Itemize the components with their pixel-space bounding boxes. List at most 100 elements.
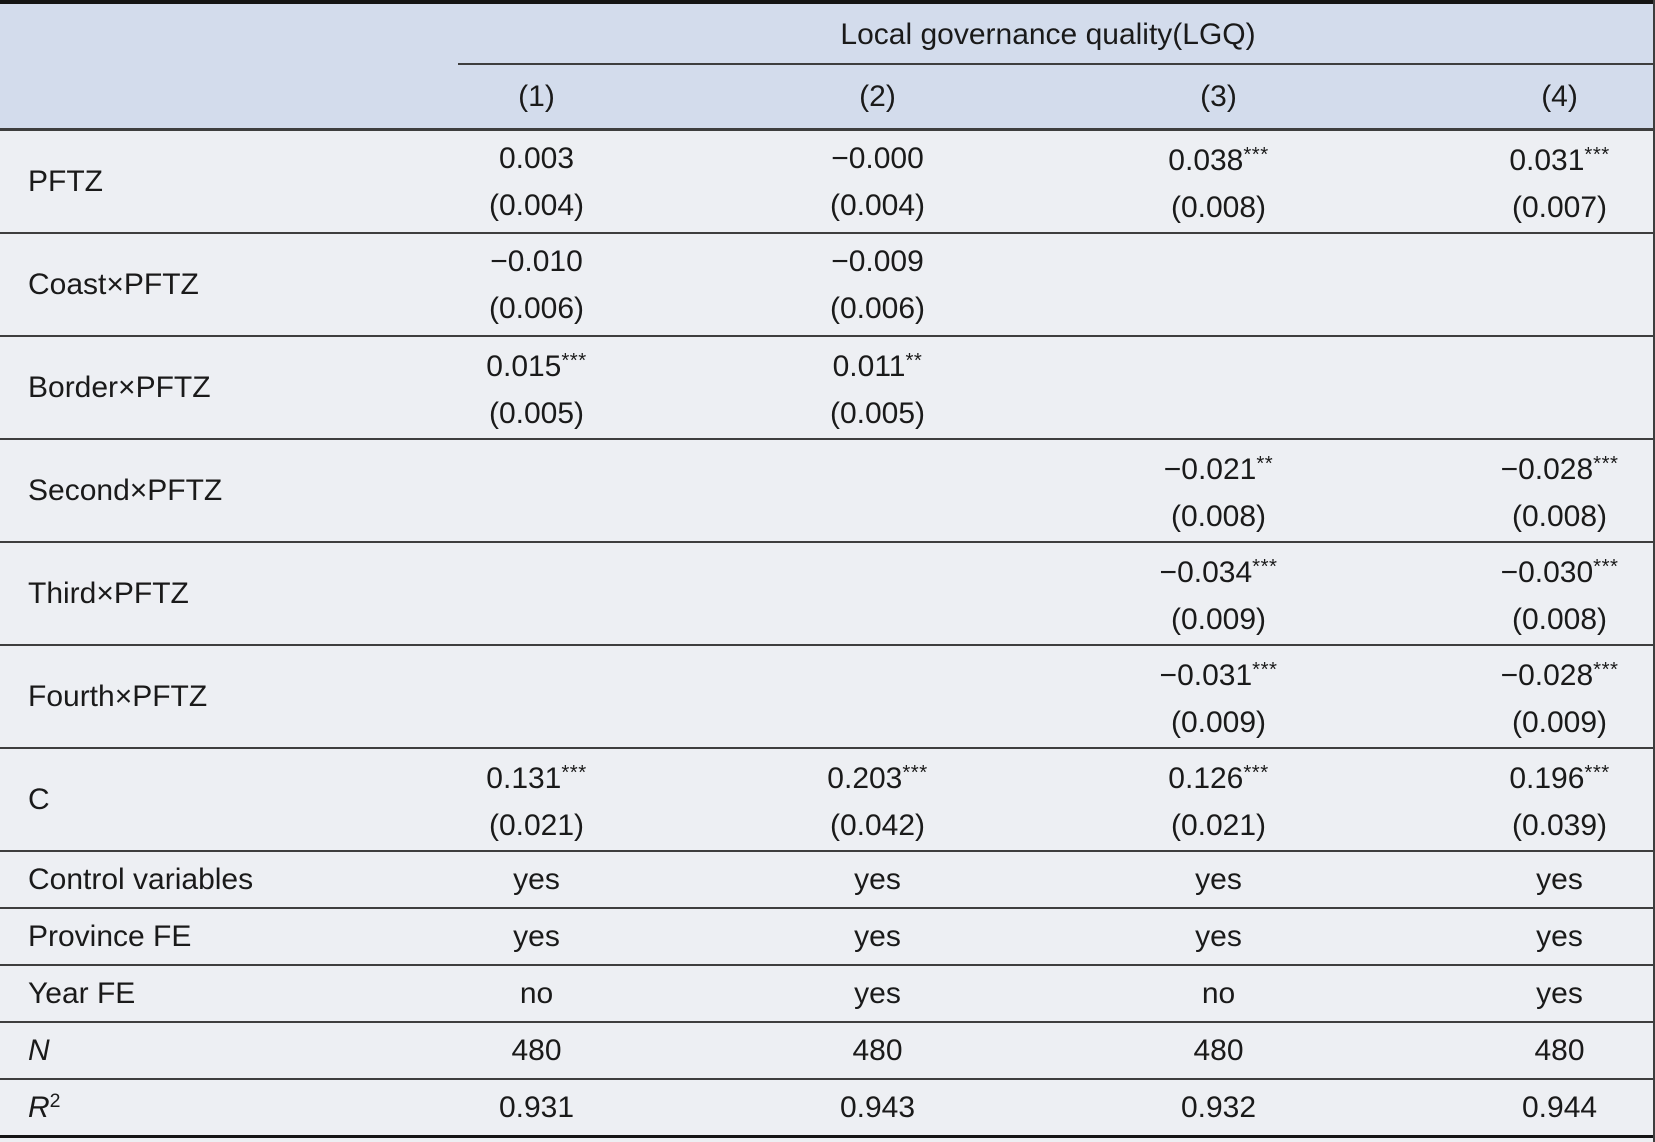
info-cell: 480 bbox=[1389, 1022, 1655, 1080]
std-error: (0.039) bbox=[1511, 809, 1608, 843]
coef-cell: 0.031*** (0.007) bbox=[1389, 129, 1655, 234]
coef-cell bbox=[707, 645, 1048, 749]
info-cell: yes bbox=[1389, 965, 1655, 1023]
significance-stars: ** bbox=[1256, 452, 1274, 475]
info-row: N 480 480 480 480 bbox=[0, 1022, 1655, 1080]
coef-cell bbox=[1389, 233, 1655, 337]
significance-stars: *** bbox=[561, 761, 587, 784]
estimate: 0.126*** bbox=[1168, 761, 1269, 796]
coef-cell bbox=[366, 542, 707, 646]
std-error: (0.009) bbox=[1170, 603, 1267, 637]
significance-stars: ** bbox=[905, 349, 923, 372]
info-row: R2 0.931 0.943 0.932 0.944 bbox=[0, 1079, 1655, 1137]
column-header-2: (2) bbox=[707, 65, 1048, 131]
corner-cell bbox=[0, 2, 366, 65]
row-label: Province FE bbox=[0, 908, 366, 966]
estimate: 0.131*** bbox=[486, 761, 587, 796]
significance-stars: *** bbox=[1584, 143, 1610, 166]
row-label-superscript: 2 bbox=[49, 1090, 61, 1113]
significance-stars: *** bbox=[1593, 452, 1619, 475]
column-header-1: (1) bbox=[366, 65, 707, 131]
std-error: (0.008) bbox=[1170, 191, 1267, 225]
coef-cell: −0.031*** (0.009) bbox=[1048, 645, 1389, 749]
coef-cell bbox=[707, 439, 1048, 543]
std-error: (0.008) bbox=[1511, 603, 1608, 637]
group-header-cell: Local governance quality(LGQ) bbox=[366, 2, 1655, 65]
std-error: (0.042) bbox=[829, 809, 926, 843]
row-label-text: Control variables bbox=[28, 862, 254, 896]
info-row: Province FE yes yes yes yes bbox=[0, 908, 1655, 966]
info-row: Year FE no yes no yes bbox=[0, 965, 1655, 1023]
significance-stars: *** bbox=[561, 349, 587, 372]
coef-cell: −0.028*** (0.008) bbox=[1389, 439, 1655, 543]
coef-cell bbox=[707, 542, 1048, 646]
significance-stars: *** bbox=[1584, 761, 1610, 784]
estimate: −0.021** bbox=[1163, 452, 1274, 487]
estimate: −0.030*** bbox=[1500, 555, 1619, 590]
coef-row: Second×PFTZ −0.021** (0.008) −0.028*** (0.00… bbox=[0, 439, 1655, 543]
coef-row: C 0.131*** (0.021) 0.203*** (0.042) 0.126*** (… bbox=[0, 748, 1655, 852]
std-error: (0.008) bbox=[1170, 500, 1267, 534]
std-error: (0.008) bbox=[1511, 500, 1608, 534]
coef-cell: −0.030*** (0.008) bbox=[1389, 542, 1655, 646]
row-label-text: R bbox=[28, 1090, 50, 1124]
estimate: −0.000 bbox=[831, 141, 924, 175]
estimate: 0.203*** bbox=[827, 761, 928, 796]
estimate: 0.196*** bbox=[1509, 761, 1610, 796]
estimate: 0.015*** bbox=[486, 349, 587, 384]
coef-row: Border×PFTZ 0.015*** (0.005) 0.011** (0.005) bbox=[0, 336, 1655, 440]
row-label: C bbox=[0, 748, 366, 852]
row-label: Fourth×PFTZ bbox=[0, 645, 366, 749]
coef-cell: 0.131*** (0.021) bbox=[366, 748, 707, 852]
coef-cell: −0.000 (0.004) bbox=[707, 129, 1048, 234]
std-error: (0.005) bbox=[829, 397, 926, 431]
info-cell: 480 bbox=[1048, 1022, 1389, 1080]
estimate: −0.010 bbox=[490, 244, 583, 278]
std-error: (0.021) bbox=[1170, 809, 1267, 843]
significance-stars: *** bbox=[1593, 658, 1619, 681]
info-cell: yes bbox=[707, 965, 1048, 1023]
significance-stars: *** bbox=[1243, 761, 1269, 784]
column-header-4: (4) bbox=[1389, 65, 1655, 131]
std-error: (0.009) bbox=[1511, 706, 1608, 740]
row-label-text: Year FE bbox=[28, 976, 136, 1010]
coef-cell: 0.126*** (0.021) bbox=[1048, 748, 1389, 852]
estimate: 0.011** bbox=[832, 349, 923, 384]
corner-cell-2 bbox=[0, 65, 366, 131]
std-error: (0.009) bbox=[1170, 706, 1267, 740]
significance-stars: *** bbox=[902, 761, 928, 784]
significance-stars: *** bbox=[1252, 658, 1278, 681]
estimate: −0.034*** bbox=[1159, 555, 1278, 590]
coef-cell: 0.203*** (0.042) bbox=[707, 748, 1048, 852]
row-label: R2 bbox=[0, 1079, 366, 1137]
info-cell: 0.932 bbox=[1048, 1079, 1389, 1137]
estimate: −0.009 bbox=[831, 244, 924, 278]
significance-stars: *** bbox=[1593, 555, 1619, 578]
row-label: N bbox=[0, 1022, 366, 1080]
info-cell: 0.943 bbox=[707, 1079, 1048, 1137]
coef-cell bbox=[1389, 336, 1655, 440]
std-error: (0.006) bbox=[488, 291, 585, 325]
coef-cell bbox=[1048, 233, 1389, 337]
group-header-label: Local governance quality(LGQ) bbox=[840, 17, 1256, 51]
info-row: Control variables yes yes yes yes bbox=[0, 851, 1655, 909]
row-label: Second×PFTZ bbox=[0, 439, 366, 543]
info-cell: no bbox=[1048, 965, 1389, 1023]
estimate: −0.031*** bbox=[1159, 658, 1278, 693]
row-label: Year FE bbox=[0, 965, 366, 1023]
coef-cell bbox=[1048, 336, 1389, 440]
significance-stars: *** bbox=[1243, 143, 1269, 166]
coef-cell: 0.038*** (0.008) bbox=[1048, 129, 1389, 234]
coef-row: PFTZ 0.003 (0.004) −0.000 (0.004) 0.038*** (0.… bbox=[0, 129, 1655, 234]
estimate: 0.003 bbox=[498, 141, 575, 175]
coef-cell bbox=[366, 439, 707, 543]
info-cell: 0.944 bbox=[1389, 1079, 1655, 1137]
coef-cell: 0.015*** (0.005) bbox=[366, 336, 707, 440]
row-label: Third×PFTZ bbox=[0, 542, 366, 646]
estimate: −0.028*** bbox=[1500, 658, 1619, 693]
info-cell: 480 bbox=[366, 1022, 707, 1080]
std-error: (0.021) bbox=[488, 809, 585, 843]
info-cell: yes bbox=[1048, 851, 1389, 909]
coef-cell: −0.009 (0.006) bbox=[707, 233, 1048, 337]
coef-cell bbox=[366, 645, 707, 749]
